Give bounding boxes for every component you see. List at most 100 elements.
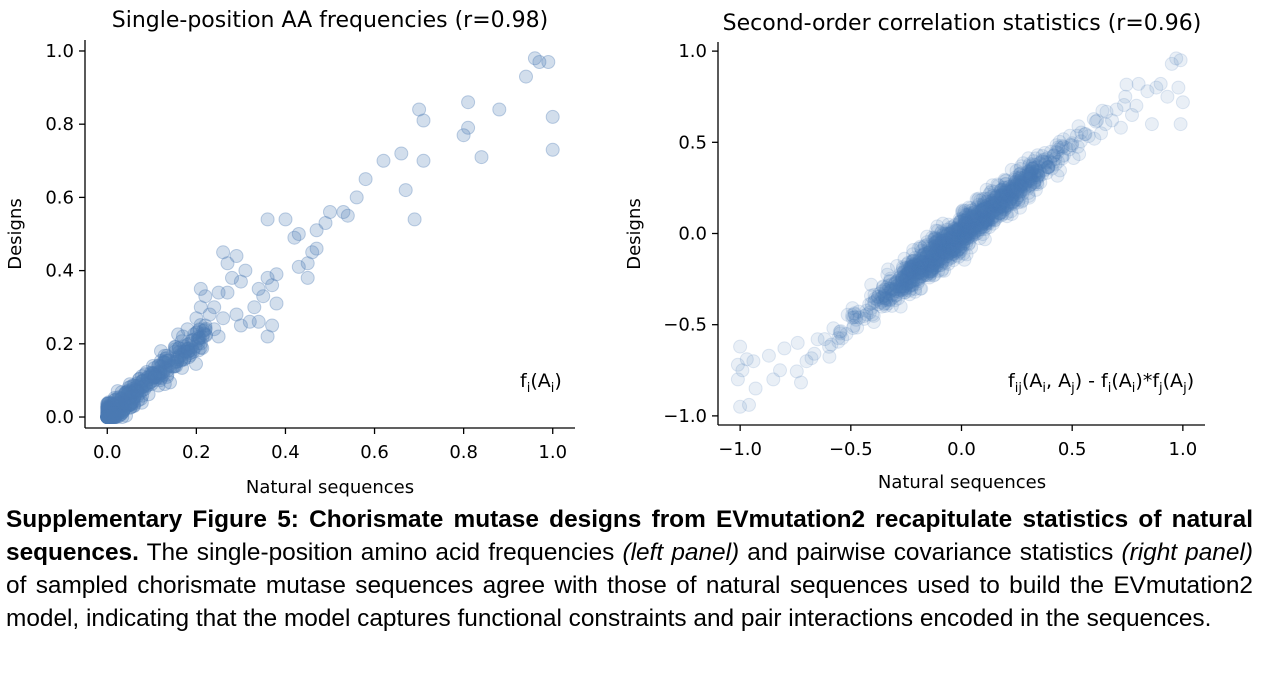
left-scatter-point — [138, 367, 153, 382]
left-scatter-point — [103, 407, 118, 421]
right-scatter-point — [991, 209, 1005, 224]
right-scatter-point — [901, 279, 916, 294]
right-scatter-point — [961, 215, 975, 230]
right-scatter-point — [896, 279, 911, 294]
right-scatter-point — [950, 243, 965, 258]
left-scatter-point — [108, 403, 123, 418]
right-scatter-point — [974, 216, 989, 231]
right-scatter-point — [906, 259, 921, 274]
right-scatter-point — [953, 215, 968, 229]
right-scatter-point — [998, 184, 1013, 198]
right-scatter-point — [903, 270, 918, 285]
left-scatter-point — [173, 353, 188, 368]
left-scatter-point — [216, 245, 231, 260]
left-scatter-point — [154, 371, 169, 386]
right-scatter-point — [937, 263, 952, 278]
left-scatter-point — [171, 327, 186, 342]
right-scatter-point — [799, 354, 814, 369]
left-scatter-point — [114, 406, 129, 421]
left-scatter-point — [117, 402, 132, 417]
left-scatter-point — [170, 352, 185, 367]
left-scatter-point — [100, 409, 115, 423]
caption-text-3: of sampled chorismate mutase sequences a… — [6, 572, 1253, 632]
right-scatter-point — [933, 244, 948, 259]
left-scatter-point — [101, 396, 116, 411]
right-scatter-point — [953, 214, 968, 229]
left-scatter-point — [140, 370, 155, 385]
left-scatter-point — [207, 322, 222, 337]
left-scatter-point — [184, 340, 199, 355]
right-scatter-point — [1003, 184, 1017, 199]
left-scatter-point — [130, 383, 145, 398]
left-scatter-point — [198, 328, 213, 343]
left-scatter-point — [376, 153, 391, 168]
left-scatter-point — [112, 403, 127, 418]
right-scatter-point — [997, 180, 1011, 195]
right-scatter-point — [733, 339, 748, 354]
left-scatter-point — [122, 385, 137, 400]
right-scatter-point — [963, 213, 978, 228]
y-tick-label: 0.0 — [45, 407, 74, 428]
right-scatter-point — [1055, 140, 1070, 155]
left-scatter-point — [101, 406, 116, 421]
right-scatter-point — [969, 207, 984, 222]
left-scatter-point — [100, 404, 115, 419]
right-scatter-point — [1008, 176, 1023, 191]
right-scatter-point — [904, 265, 919, 280]
right-scatter-point — [1044, 144, 1058, 159]
right-scatter-point — [983, 203, 998, 218]
right-scatter-point — [901, 255, 916, 270]
left-scatter-point — [461, 95, 476, 110]
left-scatter-point — [102, 399, 117, 414]
left-scatter-point — [191, 329, 206, 344]
right-scatter-point — [892, 270, 907, 285]
right-scatter-point — [1030, 175, 1045, 190]
right-scatter-point — [919, 250, 934, 265]
left-scatter-point — [165, 359, 180, 374]
left-scatter-point — [106, 410, 121, 424]
right-scatter-point — [1030, 159, 1045, 174]
right-scatter-point — [961, 223, 975, 238]
right-scatter-point — [978, 210, 992, 225]
left-scatter-point — [125, 385, 140, 400]
right-scatter-point — [906, 253, 921, 268]
right-scatter-point — [1140, 84, 1155, 99]
left-scatter-point — [116, 405, 130, 420]
right-scatter-point — [925, 257, 940, 272]
right-scatter-point — [906, 260, 921, 275]
right-scatter-point — [1024, 169, 1039, 184]
left-scatter-point — [126, 389, 141, 404]
right-annotation: fij(Ai, Aj) - fi(Ai)*fj(Aj) — [1008, 370, 1194, 396]
left-scatter-point — [188, 339, 203, 354]
left-scatter-point — [181, 350, 196, 365]
left-panel: Single-position AA frequencies (r=0.98) … — [5, 8, 575, 498]
left-scatter-point — [101, 408, 116, 423]
right-scatter-point — [994, 190, 1008, 205]
right-scatter-point — [877, 286, 892, 301]
right-scatter-point — [911, 274, 926, 289]
right-scatter-point — [991, 196, 1006, 211]
right-scatter-point — [1007, 172, 1022, 187]
right-scatter-point — [879, 293, 894, 307]
right-scatter-point — [893, 265, 908, 280]
right-scatter-point — [914, 241, 929, 256]
right-scatter-point — [998, 177, 1013, 192]
left-scatter-point — [141, 372, 156, 387]
left-scatter-point — [159, 362, 173, 377]
right-scatter-point — [914, 281, 929, 296]
right-scatter-point — [965, 203, 980, 218]
left-scatter-point — [456, 128, 471, 143]
right-scatter-point — [1027, 164, 1042, 179]
right-scatter-point — [1095, 103, 1110, 118]
left-scatter-point — [532, 55, 547, 69]
caption-left-panel: (left panel) — [622, 539, 740, 566]
left-scatter-point — [115, 399, 130, 413]
left-scatter-point — [269, 267, 284, 282]
right-scatter-point — [953, 224, 968, 239]
left-scatter-point — [161, 358, 176, 373]
right-scatter-point — [959, 228, 974, 242]
right-scatter-point — [1031, 169, 1046, 184]
left-scatter-point — [175, 347, 190, 362]
left-scatter-point — [117, 395, 131, 410]
right-scatter-point — [1069, 128, 1084, 143]
